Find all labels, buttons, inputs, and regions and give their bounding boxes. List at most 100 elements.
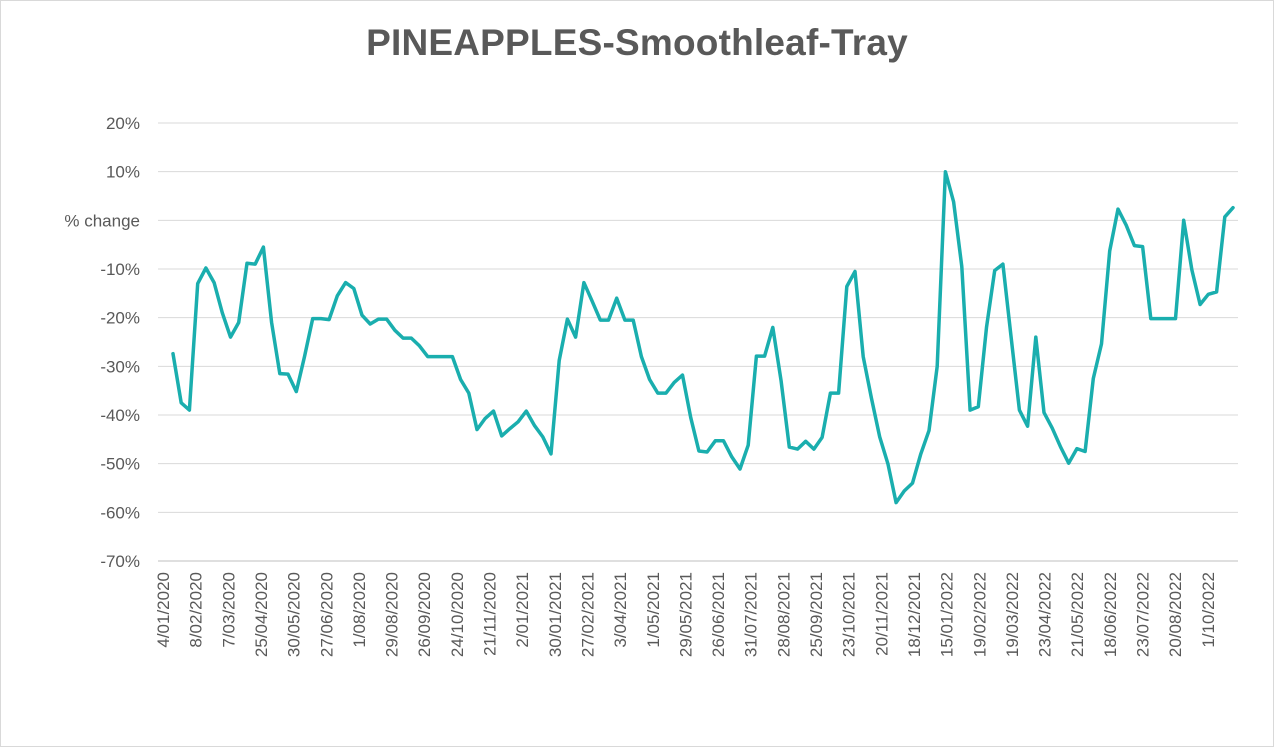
data-point bbox=[1149, 317, 1153, 320]
y-tick-label: 20% bbox=[106, 114, 140, 133]
y-tick-label: -50% bbox=[100, 455, 140, 474]
y-tick-label: 10% bbox=[106, 163, 140, 182]
data-point bbox=[377, 317, 380, 321]
x-tick-label: 29/08/2020 bbox=[383, 572, 402, 657]
data-point bbox=[623, 318, 627, 322]
data-point bbox=[779, 379, 783, 383]
data-point bbox=[853, 270, 857, 273]
data-point bbox=[369, 322, 372, 326]
data-point bbox=[344, 281, 347, 284]
data-point bbox=[180, 401, 183, 404]
y-tick-label: -30% bbox=[100, 357, 140, 376]
data-point bbox=[1100, 342, 1103, 346]
data-point bbox=[221, 311, 224, 314]
data-point bbox=[352, 287, 355, 290]
data-point bbox=[1231, 206, 1235, 209]
x-tick-label: 1/10/2022 bbox=[1199, 572, 1218, 648]
data-point bbox=[574, 335, 577, 339]
data-point bbox=[459, 378, 462, 381]
data-point bbox=[878, 435, 881, 439]
data-point bbox=[360, 314, 364, 317]
data-point bbox=[730, 455, 733, 459]
data-point bbox=[870, 396, 873, 400]
data-point bbox=[1009, 335, 1013, 339]
data-point bbox=[763, 354, 766, 358]
y-tick-label: -10% bbox=[100, 260, 140, 279]
data-point bbox=[590, 299, 594, 303]
data-point bbox=[196, 282, 199, 285]
data-point bbox=[426, 355, 429, 358]
y-axis-ticks: 20% 10% % change -10% -20% -30% -40% -50% -60% -7… bbox=[64, 114, 140, 571]
data-point bbox=[1116, 207, 1120, 211]
data-point bbox=[508, 427, 512, 430]
data-point bbox=[188, 408, 191, 412]
x-tick-label: 30/05/2020 bbox=[285, 572, 304, 657]
data-point bbox=[903, 489, 906, 493]
data-point bbox=[993, 269, 996, 272]
data-point bbox=[500, 434, 503, 438]
x-tick-label: 7/03/2020 bbox=[219, 572, 238, 648]
data-point bbox=[327, 318, 331, 321]
data-point bbox=[812, 447, 816, 451]
x-tick-label: 3/04/2021 bbox=[611, 572, 630, 648]
x-tick-label: 18/12/2021 bbox=[905, 572, 924, 657]
data-point bbox=[1034, 335, 1038, 339]
data-point bbox=[738, 467, 742, 471]
x-tick-label: 1/05/2021 bbox=[644, 572, 663, 648]
data-point bbox=[229, 335, 232, 339]
x-tick-label: 30/01/2021 bbox=[546, 572, 565, 657]
data-point bbox=[804, 440, 807, 443]
x-tick-label: 19/03/2022 bbox=[1003, 572, 1022, 657]
data-point bbox=[747, 444, 750, 447]
data-point bbox=[1001, 262, 1005, 266]
data-point bbox=[722, 439, 725, 442]
data-point bbox=[245, 262, 249, 265]
y-tick-label: -60% bbox=[100, 503, 140, 522]
data-point bbox=[566, 317, 569, 321]
data-point bbox=[911, 481, 914, 485]
data-point bbox=[599, 318, 602, 322]
data-point bbox=[714, 439, 717, 442]
x-tick-label: 25/09/2021 bbox=[807, 572, 826, 657]
data-point bbox=[393, 329, 397, 332]
data-point bbox=[1207, 293, 1210, 296]
x-tick-label: 1/08/2020 bbox=[350, 572, 369, 648]
data-point bbox=[771, 326, 774, 329]
x-tick-label: 2/01/2021 bbox=[513, 572, 532, 648]
data-point bbox=[295, 390, 298, 393]
data-point bbox=[862, 355, 865, 358]
data-point bbox=[1198, 303, 1202, 306]
data-point bbox=[1051, 426, 1054, 430]
data-point bbox=[689, 416, 692, 419]
data-point bbox=[443, 355, 446, 358]
data-point bbox=[829, 391, 832, 395]
x-tick-label: 24/10/2020 bbox=[448, 572, 467, 657]
data-point bbox=[410, 336, 413, 340]
data-point bbox=[492, 409, 495, 413]
x-tick-label: 18/06/2022 bbox=[1101, 572, 1120, 657]
data-point bbox=[401, 336, 405, 340]
data-point bbox=[286, 372, 290, 376]
data-point bbox=[1141, 245, 1144, 248]
gridlines bbox=[158, 122, 1238, 562]
y-tick-label: % change bbox=[64, 211, 140, 230]
data-point bbox=[1018, 408, 1021, 412]
data-point bbox=[977, 405, 980, 408]
x-tick-label: 21/05/2022 bbox=[1068, 572, 1087, 657]
data-point bbox=[664, 391, 668, 395]
data-point bbox=[1042, 411, 1046, 414]
data-point bbox=[788, 445, 791, 449]
data-point bbox=[311, 317, 314, 320]
data-point bbox=[944, 170, 947, 173]
data-point bbox=[607, 318, 610, 322]
data-point bbox=[936, 365, 939, 368]
x-tick-label: 23/10/2021 bbox=[840, 572, 859, 657]
data-point bbox=[262, 245, 265, 249]
data-point bbox=[755, 354, 758, 358]
data-point bbox=[837, 391, 840, 395]
data-point bbox=[336, 294, 339, 297]
data-point bbox=[648, 378, 651, 381]
data-point bbox=[467, 391, 470, 395]
data-point bbox=[303, 355, 306, 358]
data-point bbox=[278, 372, 281, 375]
